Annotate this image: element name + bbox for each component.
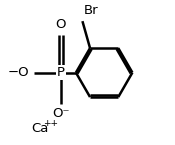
Text: P: P xyxy=(57,66,65,79)
Text: Ca: Ca xyxy=(31,122,48,135)
Text: ++: ++ xyxy=(43,119,58,128)
Text: O⁻: O⁻ xyxy=(52,107,69,120)
Text: Br: Br xyxy=(84,4,99,17)
Text: −O: −O xyxy=(7,66,29,79)
Text: O: O xyxy=(55,18,66,31)
